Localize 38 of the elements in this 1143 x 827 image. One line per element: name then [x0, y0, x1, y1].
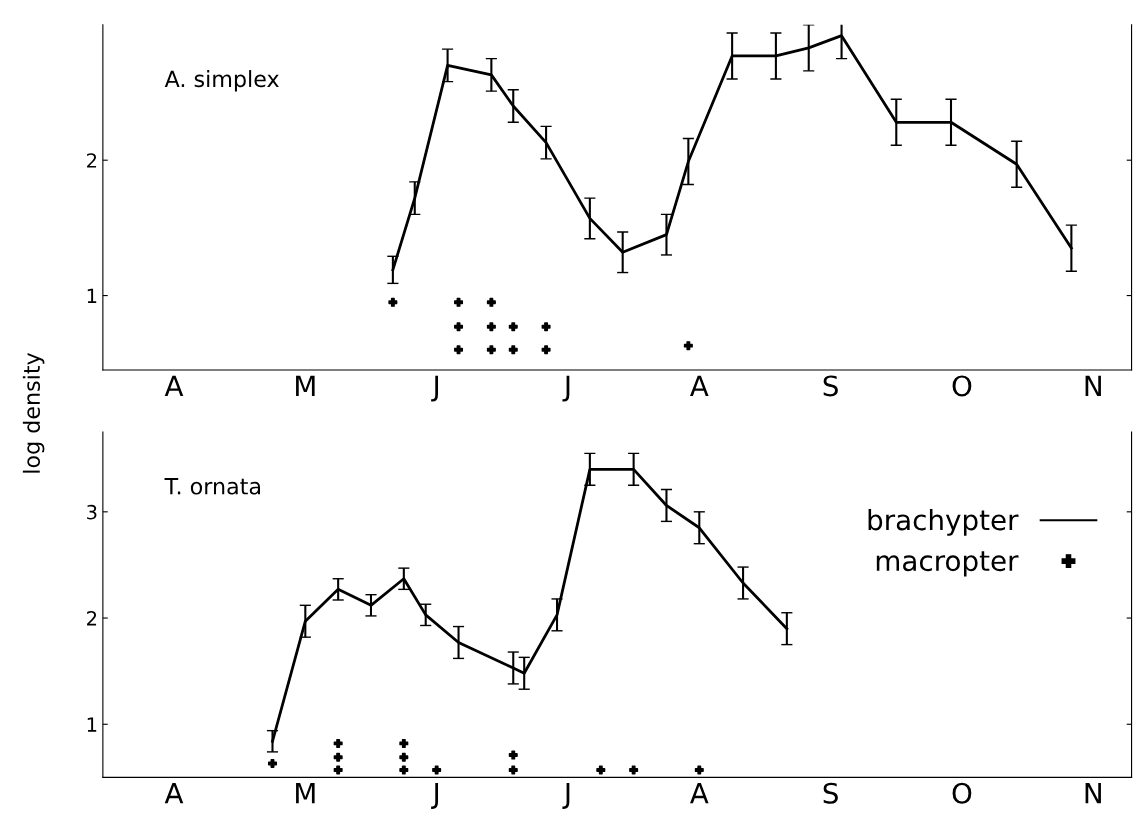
x-tick-label: A: [164, 783, 184, 804]
point: [454, 322, 464, 332]
x-tick-label: J: [431, 783, 439, 809]
y-tick-label: 2: [87, 611, 97, 626]
x-tick-label: J: [562, 783, 570, 809]
point: [508, 322, 518, 332]
annotation: A. simplex: [164, 70, 279, 92]
point: [541, 322, 551, 332]
x-tick-label: M: [296, 375, 315, 396]
point: [486, 345, 496, 355]
x-tick-label: S: [823, 375, 838, 397]
point: [486, 322, 496, 332]
x-tick-label: S: [823, 782, 838, 804]
y-tick-label: 2: [87, 153, 97, 168]
x-tick-label: J: [431, 375, 439, 402]
point: [683, 341, 693, 351]
y-axis-title: log density: [22, 352, 45, 473]
x-tick-label: O: [952, 782, 972, 804]
x-tick-label: N: [1085, 783, 1101, 804]
legend-label: macropter: [876, 551, 1019, 577]
x-tick-label: N: [1085, 375, 1101, 396]
point: [486, 297, 496, 307]
y-tick-label: 1: [87, 717, 97, 732]
annotation: T. ornata: [164, 478, 261, 495]
y-tick-label: 3: [87, 504, 97, 520]
point: [388, 297, 398, 307]
point: [541, 345, 551, 355]
point: [454, 345, 464, 355]
x-tick-label: J: [562, 375, 570, 402]
point: [508, 345, 518, 355]
x-tick-label: A: [164, 375, 184, 396]
x-tick-label: O: [952, 375, 972, 397]
x-tick-label: A: [690, 783, 709, 804]
point: [454, 297, 464, 307]
legend-label: brachypter: [868, 508, 1019, 536]
x-tick-label: M: [296, 783, 315, 804]
x-tick-label: A: [690, 375, 709, 396]
y-tick-label: 1: [87, 288, 97, 303]
